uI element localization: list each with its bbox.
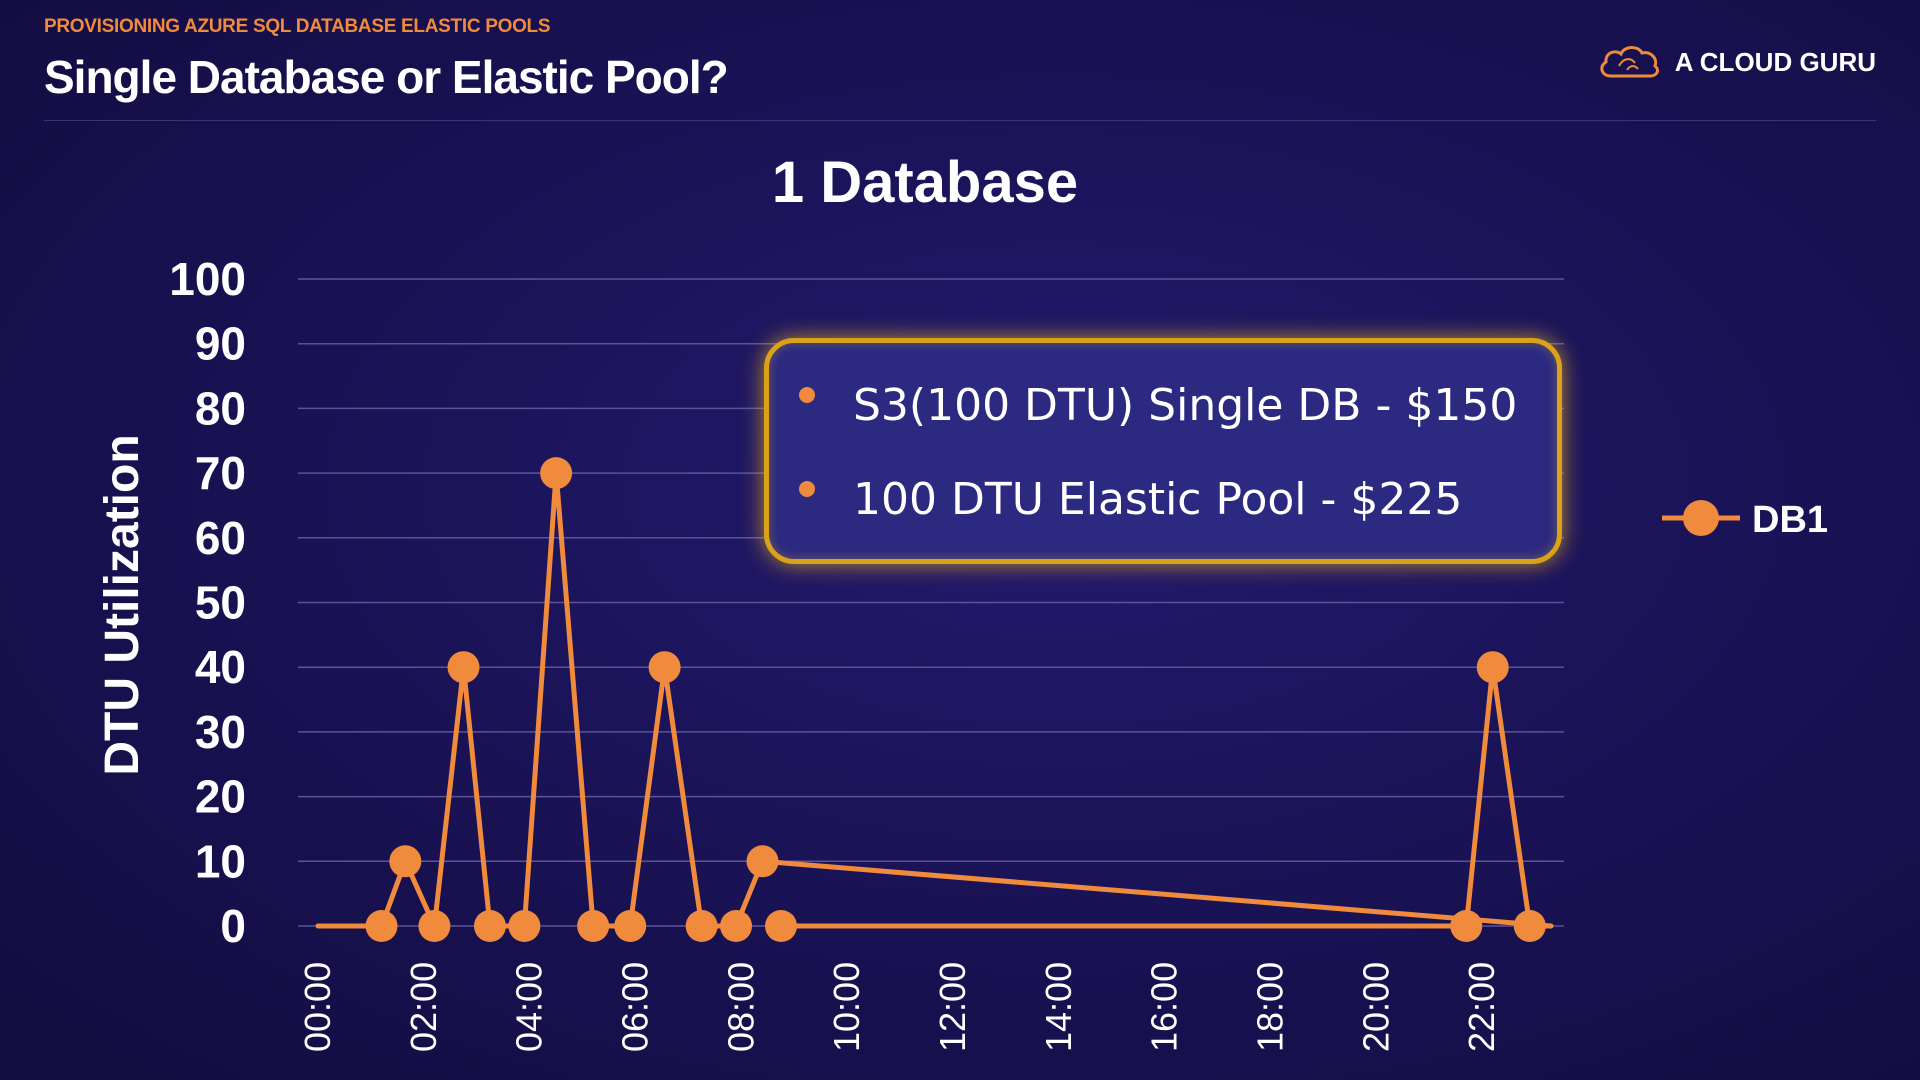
data-point: [1513, 910, 1546, 942]
data-point: [418, 910, 451, 942]
data-point: [614, 910, 647, 942]
y-tick-label: 50: [195, 577, 246, 629]
x-tick-label: 02:00: [403, 962, 444, 1052]
chart-title: 1 Database: [772, 150, 1078, 215]
page-title: Single Database or Elastic Pool?: [44, 51, 729, 103]
y-tick-label: 70: [195, 447, 246, 499]
x-tick-label: 16:00: [1144, 962, 1185, 1052]
data-point: [720, 910, 753, 942]
callout-item-text: 100 DTU Elastic Pool - $225: [853, 473, 1463, 525]
x-tick-label: 18:00: [1250, 962, 1291, 1052]
bullet-icon: [799, 387, 815, 403]
y-tick-label: 30: [195, 706, 246, 758]
data-point: [685, 910, 718, 942]
cloud-icon: [1600, 46, 1659, 78]
data-point: [765, 910, 798, 942]
x-tick-label: 20:00: [1355, 962, 1396, 1052]
bullet-icon: [799, 481, 815, 497]
x-tick-label: 04:00: [509, 962, 550, 1052]
y-tick-label: 20: [195, 771, 246, 823]
data-point: [508, 910, 541, 942]
data-point: [1476, 651, 1509, 684]
x-tick-label: 08:00: [720, 962, 761, 1052]
data-point: [648, 651, 681, 684]
data-point: [540, 457, 573, 490]
y-axis-label: DTU Utilization: [96, 434, 149, 775]
section-label: PROVISIONING AZURE SQL DATABASE ELASTIC …: [44, 16, 551, 37]
header-divider: [44, 120, 1876, 121]
y-tick-label: 0: [220, 900, 246, 952]
callout-item: 100 DTU Elastic Pool - $225: [799, 471, 1557, 527]
x-tick-label: 06:00: [615, 962, 656, 1052]
data-point: [1450, 910, 1483, 942]
y-tick-label: 90: [195, 318, 246, 370]
y-tick-label: 60: [195, 512, 246, 564]
data-point: [447, 651, 480, 684]
brand-logo: A CLOUD GURU: [1597, 42, 1876, 82]
y-tick-label: 80: [195, 382, 246, 434]
callout-item-text: S3(100 DTU) Single DB - $150: [853, 379, 1518, 431]
brand-name: A CLOUD GURU: [1674, 46, 1876, 77]
x-tick-label: 10:00: [826, 962, 867, 1052]
data-point: [577, 910, 610, 942]
data-point: [473, 910, 506, 942]
x-tick-label: 00:00: [297, 962, 338, 1052]
y-tick-label: 40: [195, 641, 246, 693]
pricing-callout: S3(100 DTU) Single DB - $150 100 DTU Ela…: [764, 338, 1562, 564]
y-tick-label: 10: [195, 835, 246, 887]
x-tick-label: 12:00: [932, 962, 973, 1052]
data-point: [389, 845, 422, 878]
callout-item: S3(100 DTU) Single DB - $150: [799, 377, 1557, 433]
legend-marker: [1683, 500, 1719, 536]
y-tick-label: 100: [169, 253, 246, 305]
x-tick-label: 22:00: [1461, 962, 1502, 1052]
data-point: [746, 845, 779, 878]
data-point: [365, 910, 398, 942]
legend-label: DB1: [1752, 499, 1828, 541]
x-tick-label: 14:00: [1038, 962, 1079, 1052]
